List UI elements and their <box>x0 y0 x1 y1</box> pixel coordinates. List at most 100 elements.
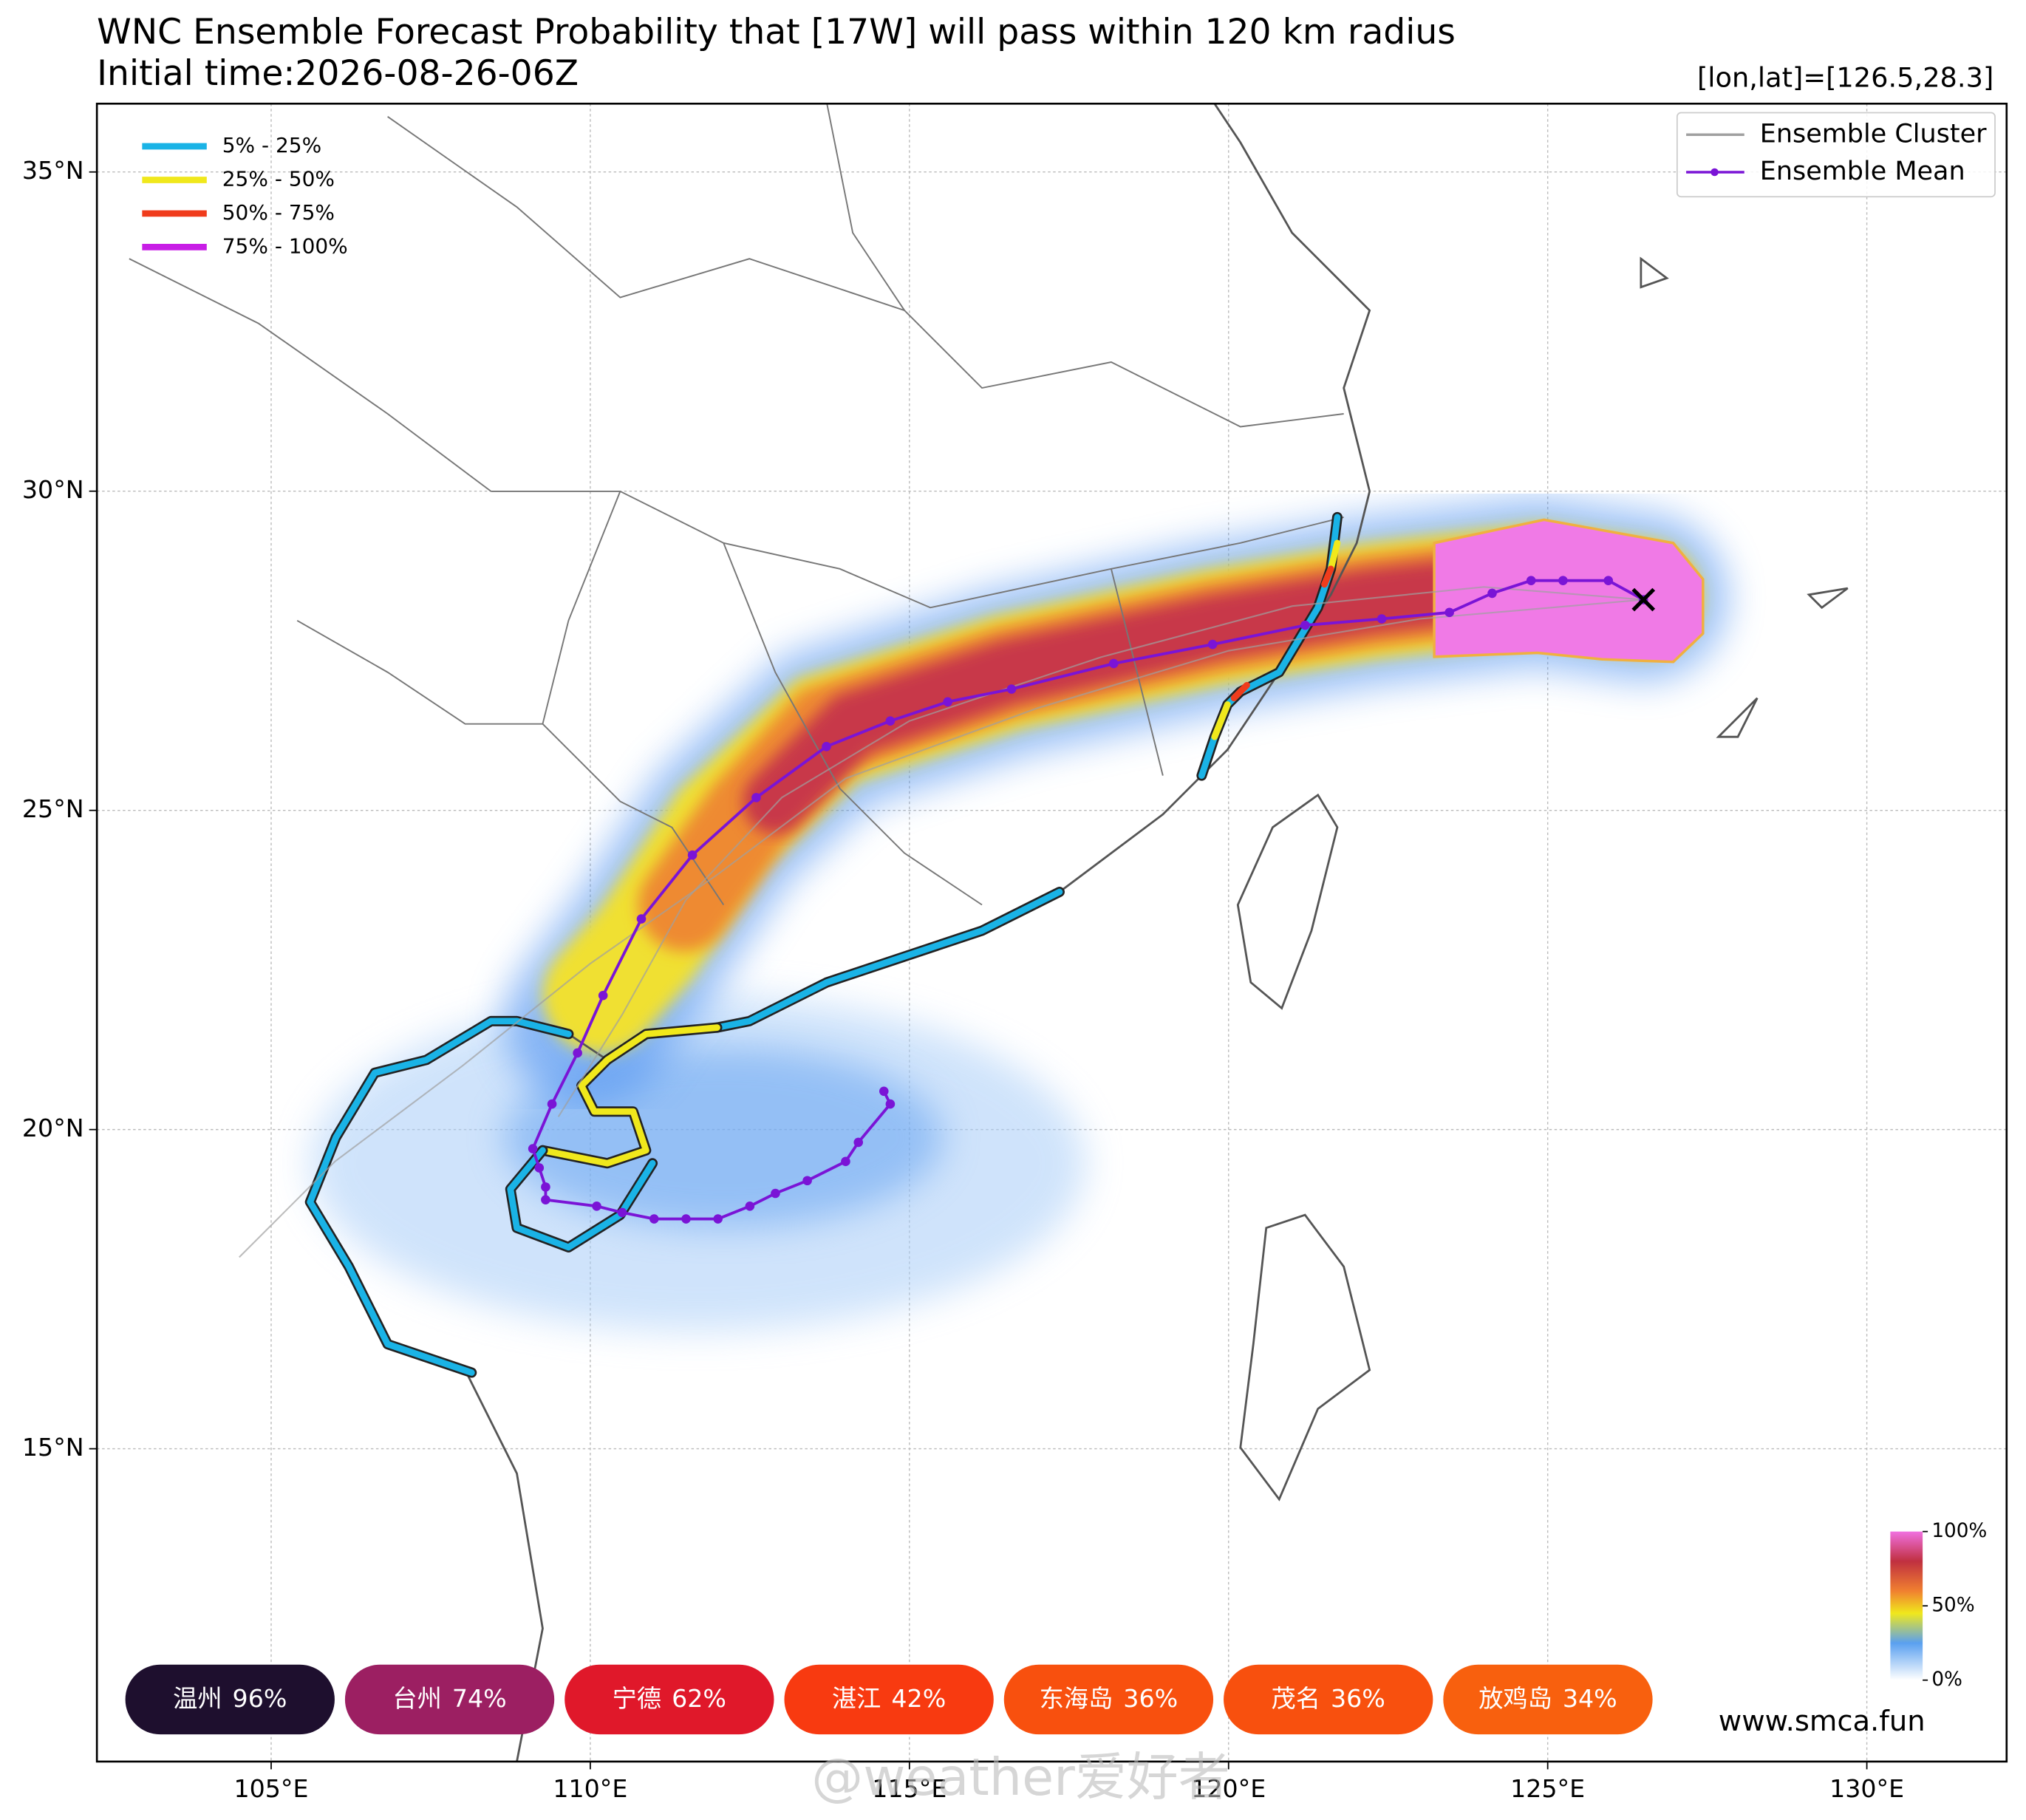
city-name: 东海岛 <box>1040 1683 1113 1712</box>
mean-point <box>528 1144 538 1153</box>
city-label: 温州 96% <box>173 1683 287 1712</box>
city-probability: 36% <box>1123 1683 1178 1712</box>
mean-point <box>1108 658 1119 669</box>
x-tick-label: 125°E <box>1510 1774 1585 1803</box>
legend-box <box>1676 112 1996 198</box>
coast-probability <box>304 511 1343 1378</box>
y-tick-label: 30°N <box>22 475 84 504</box>
mean-point <box>541 1182 550 1192</box>
current-position <box>1631 587 1656 612</box>
prob-label: 75% - 100% <box>222 234 348 258</box>
colorbar-ticks: 100% 50% 0% <box>1923 1520 1987 1691</box>
city-badge <box>565 1664 774 1735</box>
mean-point <box>745 1201 755 1211</box>
mean-point <box>636 914 647 924</box>
mean-point <box>822 741 831 751</box>
legend-swatch <box>1710 168 1719 177</box>
legend-label: Ensemble Mean <box>1760 157 1965 186</box>
mean-point <box>592 1201 601 1211</box>
chart-subtitle: Initial time:2026-08-26-06Z <box>97 53 579 94</box>
axes: 105°E 110°E 115°E 120°E 125°E 130°E 15°N 20°N 25… <box>22 156 1904 1803</box>
colorbar <box>1890 1531 1923 1680</box>
mean-point <box>751 793 761 802</box>
y-tick-label: 35°N <box>22 156 84 185</box>
legend: Ensemble Cluster Ensemble Mean <box>1686 119 1987 186</box>
probability-swath <box>310 497 1728 1332</box>
colorbar-label: 0% <box>1931 1669 1962 1691</box>
x-tick-label: 130°E <box>1829 1774 1904 1803</box>
y-tick-label: 15°N <box>22 1433 84 1462</box>
mean-point <box>1603 576 1614 585</box>
position-label: [lon,lat]=[126.5,28.3] <box>1697 62 1993 94</box>
city-badge <box>125 1664 335 1735</box>
watermark: @weather爱好者 <box>811 1748 1229 1807</box>
city-probability: 34% <box>1563 1683 1617 1712</box>
mean-point <box>1558 576 1568 585</box>
website: www.smca.fun <box>1719 1705 1926 1738</box>
province-borders <box>129 103 1344 906</box>
city-badge <box>1003 1664 1214 1735</box>
tracks <box>239 576 1656 1258</box>
x-tick-label: 120°E <box>1191 1774 1266 1803</box>
mean-point <box>853 1137 864 1148</box>
city-name: 台州 <box>392 1683 441 1712</box>
city-probability: 96% <box>233 1683 287 1712</box>
mean-point <box>573 1048 582 1058</box>
mean-point <box>681 1214 691 1224</box>
mean-point <box>649 1214 659 1224</box>
prob-label: 25% - 50% <box>222 166 335 191</box>
mean-point <box>687 850 697 860</box>
city-badges: 温州 96% 台州 74% 宁德 62% 湛江 42% 东海岛 36% 茂名 36% 放鸡岛 34% <box>125 1664 1653 1735</box>
city-name: 宁德 <box>613 1683 661 1712</box>
mean-point <box>943 697 952 707</box>
city-badge <box>784 1664 994 1735</box>
city-probability: 42% <box>891 1683 946 1712</box>
mean-point <box>541 1195 550 1204</box>
mean-point <box>771 1188 780 1199</box>
grid <box>97 103 2007 1762</box>
city-name: 放鸡岛 <box>1478 1683 1552 1712</box>
mean-point <box>885 1099 896 1109</box>
x-tick-label: 115°E <box>872 1774 947 1803</box>
x-tick-label: 105°E <box>233 1774 308 1803</box>
city-probability: 74% <box>452 1683 507 1712</box>
prob-label: 50% - 75% <box>222 200 335 225</box>
city-badge <box>1224 1664 1433 1735</box>
prob-label: 5% - 25% <box>222 133 321 157</box>
mean-point <box>713 1214 723 1224</box>
legend-label: Ensemble Cluster <box>1760 119 1987 149</box>
city-label: 宁德 62% <box>613 1683 726 1712</box>
colorbar-label: 50% <box>1931 1595 1974 1617</box>
colorbar-label: 100% <box>1931 1520 1987 1542</box>
city-label: 茂名 36% <box>1272 1683 1385 1712</box>
mean-point <box>1445 607 1454 618</box>
city-probability: 36% <box>1331 1683 1385 1712</box>
mean-point <box>1300 620 1310 630</box>
city-name: 温州 <box>173 1683 222 1712</box>
mean-point <box>1487 588 1497 599</box>
x-tick-label: 110°E <box>553 1774 627 1803</box>
mean-point <box>617 1207 627 1218</box>
city-label: 台州 74% <box>392 1683 506 1712</box>
mean-point <box>1207 639 1218 650</box>
mean-point <box>534 1163 545 1173</box>
mean-point <box>1377 614 1387 624</box>
city-label: 东海岛 36% <box>1040 1683 1179 1712</box>
mean-point <box>1526 576 1536 585</box>
city-probability: 62% <box>672 1683 726 1712</box>
city-name: 茂名 <box>1272 1683 1320 1712</box>
mean-point <box>547 1099 557 1109</box>
map-frame <box>95 102 2008 1763</box>
chart-title: WNC Ensemble Forecast Probability that [… <box>97 12 1456 52</box>
cluster-track <box>239 599 1644 1258</box>
mean-track <box>531 579 1645 1221</box>
mean-point <box>885 716 896 726</box>
cluster-track <box>557 586 1644 1117</box>
mean-point <box>879 1086 889 1097</box>
probability-legend: 5% - 25% 25% - 50% 50% - 75% 75% - 100% <box>142 133 348 258</box>
city-name: 湛江 <box>832 1683 881 1712</box>
map-area <box>97 103 2007 1762</box>
coastline <box>309 103 1849 1762</box>
